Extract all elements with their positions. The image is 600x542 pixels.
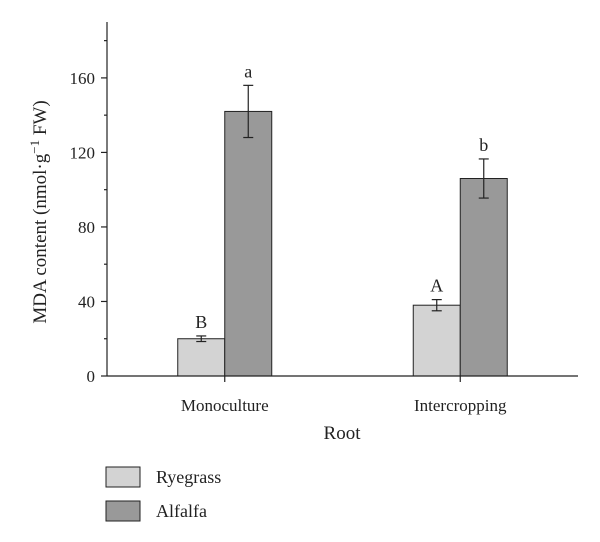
- bar-alfalfa-monoculture: [224, 110, 273, 377]
- legend-label-ryegrass: Ryegrass: [156, 467, 221, 487]
- x-tick-label: Monoculture: [181, 396, 269, 415]
- legend-swatch-ryegrass: [105, 466, 141, 488]
- legend: Ryegrass Alfalfa: [105, 466, 221, 522]
- y-axis-title-main: MDA content (nmol·g: [30, 153, 51, 323]
- plot-area: Ba Ab: [177, 61, 508, 377]
- y-axis: 0 40 80 120 160: [70, 22, 108, 386]
- significance-label: a: [244, 61, 252, 81]
- y-axis-title-superscript: −1: [27, 140, 42, 154]
- y-tick-label: 160: [70, 69, 96, 88]
- significance-label: b: [479, 135, 488, 155]
- x-axis-title: Root: [324, 423, 362, 444]
- y-axis-title: MDA content (nmol·g−1 FW): [27, 100, 51, 323]
- x-axis: Monoculture Intercropping: [107, 375, 578, 415]
- legend-label-alfalfa: Alfalfa: [156, 501, 207, 521]
- y-axis-title-suffix: FW): [30, 100, 51, 140]
- significance-label: B: [195, 312, 207, 332]
- legend-swatch-alfalfa: [105, 500, 141, 522]
- x-tick-label: Intercropping: [414, 396, 507, 415]
- y-tick-label: 80: [78, 218, 95, 237]
- y-tick-label: 40: [78, 292, 95, 311]
- bar-ryegrass-monoculture: [177, 338, 226, 377]
- bar-alfalfa-intercropping: [459, 178, 508, 377]
- y-tick-label: 120: [70, 143, 96, 162]
- bar-ryegrass-intercropping: [412, 304, 461, 377]
- significance-label: A: [430, 276, 443, 296]
- y-tick-label: 0: [87, 367, 96, 386]
